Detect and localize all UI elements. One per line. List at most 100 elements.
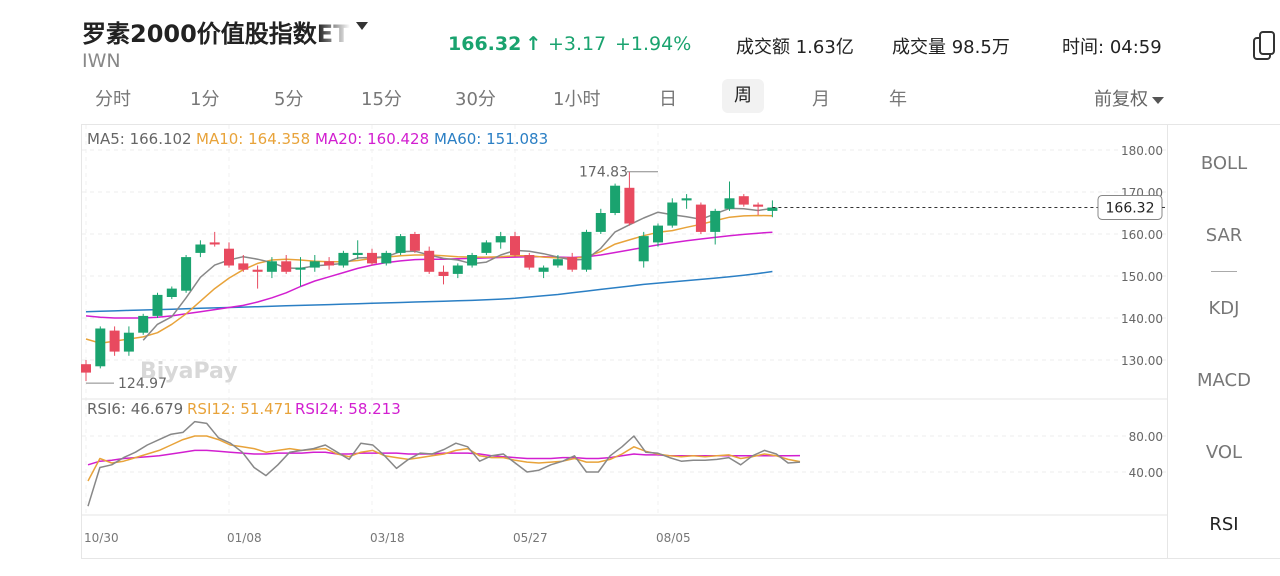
candle — [638, 231, 649, 268]
instrument-title[interactable]: 罗素2000价值股指数ET — [82, 20, 350, 48]
candle-body — [767, 207, 778, 211]
candle-body — [309, 261, 320, 268]
candle-body — [710, 210, 721, 232]
candle — [395, 234, 406, 255]
divider — [1211, 271, 1237, 272]
candle-body — [266, 261, 277, 272]
candle — [238, 255, 249, 272]
candle — [123, 326, 134, 356]
price-adjust-dropdown[interactable]: 前复权 — [1094, 85, 1164, 115]
candle-body — [552, 259, 563, 266]
turnover-stat: 成交额 1.63亿 — [736, 37, 854, 58]
chart-labels: 166.32 174.83 124.97 — [86, 165, 1167, 392]
candle — [667, 198, 678, 228]
tab-month[interactable]: 月 — [812, 89, 830, 110]
date-tick-label: 10/30 — [84, 531, 119, 545]
date-tick-label: 01/08 — [227, 531, 262, 545]
candlestick-chart[interactable]: 180.00170.00160.00150.00140.00130.0010/3… — [0, 0, 1168, 576]
high-label: 174.83 — [579, 165, 628, 181]
candle — [552, 255, 563, 268]
indicator-sar[interactable]: SAR — [1205, 225, 1243, 246]
indicator-kdj[interactable]: KDJ — [1208, 298, 1240, 319]
candle — [710, 208, 721, 245]
rsi-tick-label: 80.00 — [1129, 430, 1163, 444]
date-tick-label: 05/27 — [513, 531, 548, 545]
candle-body — [638, 236, 649, 262]
chevron-down-icon[interactable] — [356, 22, 368, 30]
price-tick-label: 130.00 — [1121, 354, 1163, 368]
candle — [152, 292, 163, 318]
candle — [224, 242, 234, 268]
candle-body — [695, 204, 706, 232]
indicator-boll[interactable]: BOLL — [1200, 153, 1248, 174]
rsi12-legend: RSI12: 51.471 — [187, 400, 293, 418]
candle-body — [481, 242, 492, 253]
tab-week[interactable]: 周 — [722, 79, 764, 113]
price-tick-label: 150.00 — [1121, 270, 1163, 284]
ticker-symbol: IWN — [82, 50, 121, 72]
candle-body — [138, 315, 149, 333]
tab-year[interactable]: 年 — [889, 89, 907, 110]
price-change: +3.17 — [548, 33, 607, 55]
candle — [452, 263, 463, 279]
candle-body — [381, 252, 392, 264]
candle — [338, 250, 349, 268]
ma5-legend: MA5: 166.102 — [87, 130, 192, 148]
tab-15min[interactable]: 15分 — [361, 89, 402, 110]
price-tick-label: 180.00 — [1121, 144, 1163, 158]
rsi-panel: 80.00 40.00 — [82, 420, 1167, 507]
candle — [166, 286, 177, 300]
candle-body — [95, 328, 106, 367]
tab-30min[interactable]: 30分 — [455, 89, 496, 110]
candle — [352, 240, 363, 260]
grid-lines: 180.00170.00160.00150.00140.00130.0010/3… — [82, 125, 1167, 545]
share-icon[interactable] — [1252, 28, 1278, 62]
candle — [567, 252, 578, 272]
watermark: BiyaPay — [140, 359, 238, 384]
candle-body — [624, 187, 635, 224]
last-price-label: 166.32 — [1106, 200, 1155, 216]
indicator-vol[interactable]: VOL — [1205, 442, 1243, 463]
candle — [695, 202, 706, 234]
candle — [724, 181, 735, 211]
candle — [753, 202, 764, 216]
chevron-down-icon — [1152, 96, 1164, 104]
candle-body — [152, 294, 163, 316]
tab-1hour[interactable]: 1小时 — [553, 89, 601, 110]
candle — [610, 183, 621, 216]
candle-body — [352, 252, 363, 255]
candle-body — [295, 267, 306, 270]
candle-body — [452, 265, 463, 274]
tab-fenshi[interactable]: 分时 — [95, 89, 131, 110]
indicator-macd[interactable]: MACD — [1197, 370, 1251, 391]
candle-body — [753, 204, 764, 207]
candle-body — [667, 202, 678, 226]
candle — [252, 265, 263, 289]
candle — [181, 255, 192, 293]
candle-body — [567, 257, 578, 270]
candle-body — [209, 242, 220, 245]
candle — [653, 223, 663, 247]
tab-day[interactable]: 日 — [659, 89, 677, 110]
chart-area[interactable] — [81, 124, 1168, 559]
candle — [409, 231, 420, 253]
candle-body — [252, 269, 263, 272]
candle-body — [610, 185, 621, 213]
candle — [438, 265, 449, 285]
candle — [295, 257, 306, 287]
candle-body — [324, 261, 335, 266]
candle-body — [181, 257, 192, 291]
arrow-up-icon: ↑ — [525, 33, 542, 55]
candle — [538, 265, 549, 279]
indicator-rsi[interactable]: RSI — [1209, 514, 1239, 535]
candle-body — [538, 267, 549, 272]
candle-body — [281, 261, 292, 272]
low-label: 124.97 — [118, 376, 167, 392]
candle-body — [338, 252, 349, 266]
candle — [510, 231, 520, 258]
ma20-legend: MA20: 160.428 — [315, 130, 430, 148]
tab-1min[interactable]: 1分 — [190, 89, 220, 110]
candle-body — [595, 213, 606, 232]
candle-body — [238, 263, 249, 270]
tab-5min[interactable]: 5分 — [274, 89, 304, 110]
